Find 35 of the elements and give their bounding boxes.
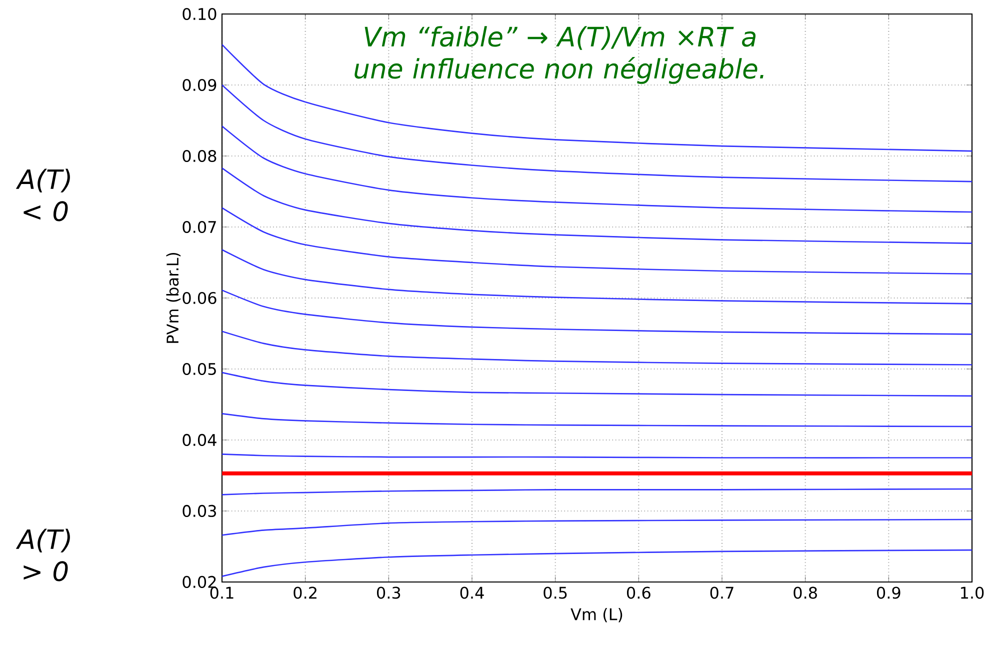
text: A(T) < 0 xyxy=(16,168,70,222)
x-tick-label: 0.8 xyxy=(794,586,817,599)
y-tick-label: 0.03 xyxy=(182,504,216,518)
y-tick-label: 0.09 xyxy=(182,78,216,92)
x-tick-label: 0.1 xyxy=(210,586,234,599)
y-tick-label: 0.02 xyxy=(182,576,216,588)
line-series xyxy=(222,549,972,577)
y-axis-title: PVm (bar.L) xyxy=(166,252,181,343)
line-series xyxy=(222,207,972,275)
x-tick-label: 0.6 xyxy=(626,586,650,599)
x-tick-label: 0.4 xyxy=(460,586,484,599)
line-series xyxy=(222,167,972,244)
line-series xyxy=(222,249,972,304)
line-series xyxy=(222,413,972,428)
y-tick-label: 0.05 xyxy=(182,362,216,376)
line-series xyxy=(222,330,972,366)
x-tick-label: 0.2 xyxy=(294,586,316,599)
line-series xyxy=(222,290,972,335)
y-tick-label: 0.10 xyxy=(182,8,216,20)
annotation: Vm “faible” → A(T)/Vm ×RT a une influence non négligeable. xyxy=(354,26,764,84)
x-axis-title: Vm (L) xyxy=(570,608,622,622)
line-series xyxy=(222,372,972,397)
y-tick-label: 0.07 xyxy=(182,220,216,234)
line-series xyxy=(222,84,972,182)
y-tick-label: 0.08 xyxy=(182,150,216,162)
y-tick-label: 0.04 xyxy=(182,434,216,446)
text: A(T) > 0 xyxy=(16,528,70,582)
line-series xyxy=(222,126,972,213)
x-tick-label: 0.9 xyxy=(876,586,900,599)
x-tick-label: 0.5 xyxy=(544,586,567,599)
x-tick-label: 0.7 xyxy=(710,586,734,599)
x-tick-label: 0.3 xyxy=(376,586,400,599)
y-tick-label: 0.06 xyxy=(182,292,216,304)
x-tick-label: 1.0 xyxy=(961,586,984,599)
line-series xyxy=(222,518,972,536)
